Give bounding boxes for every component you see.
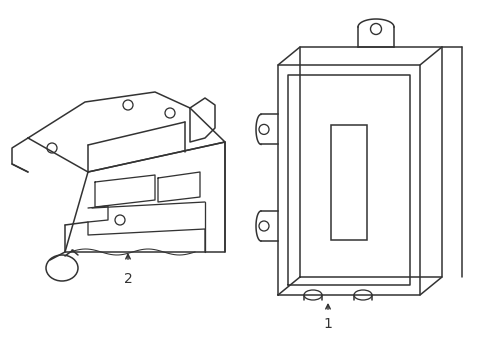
Text: 2: 2: [123, 272, 132, 286]
Bar: [330, 125, 366, 240]
Text: 1: 1: [323, 317, 332, 331]
